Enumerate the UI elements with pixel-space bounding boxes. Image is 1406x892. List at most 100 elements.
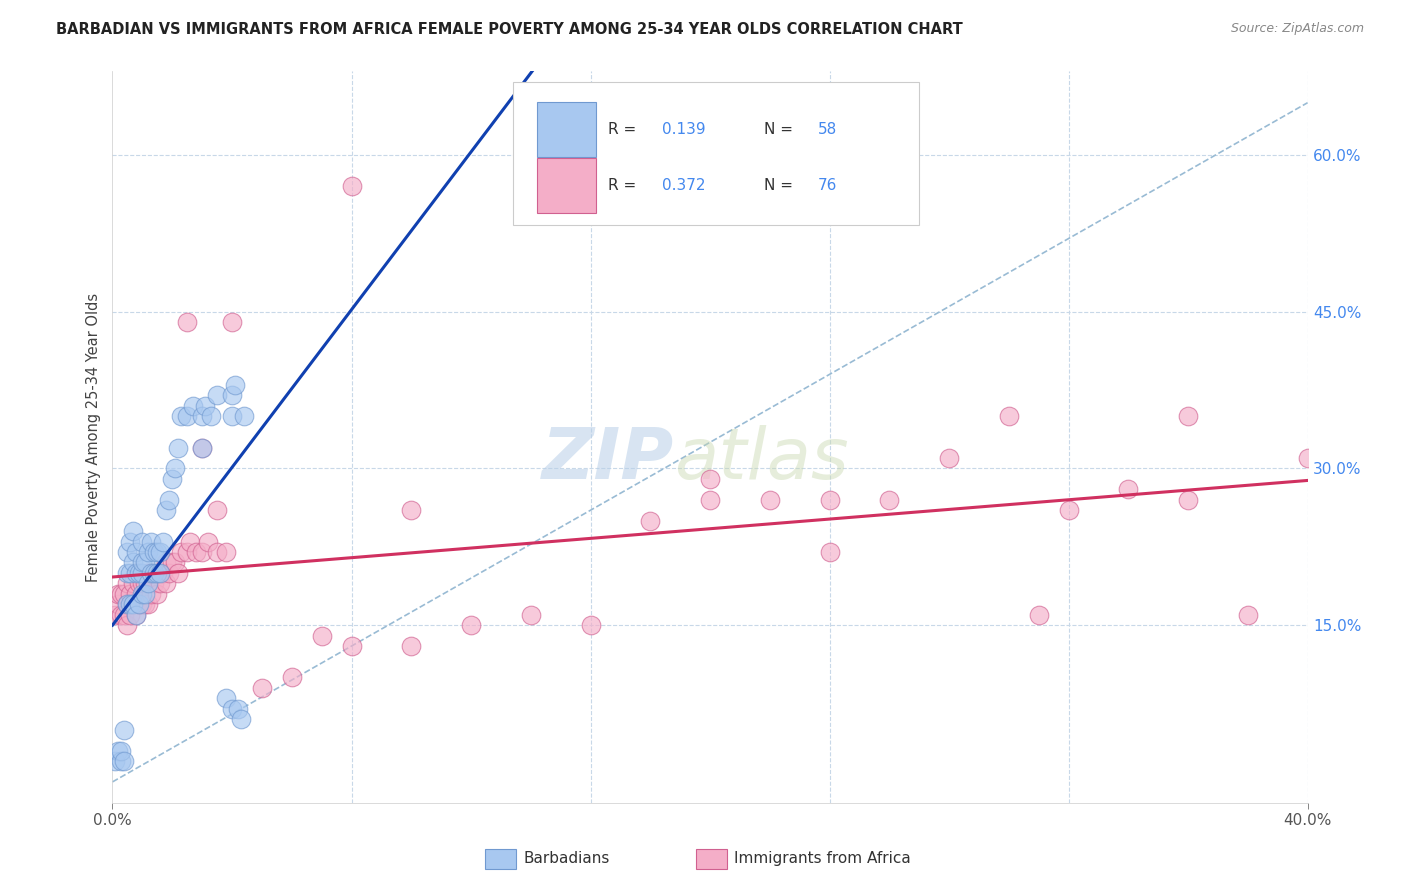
Point	[131, 576, 153, 591]
Point	[191, 441, 214, 455]
Text: atlas: atlas	[675, 425, 849, 493]
Point	[114, 723, 135, 737]
Point	[146, 566, 169, 580]
Point	[167, 441, 190, 455]
Point	[131, 556, 153, 570]
Text: BARBADIAN VS IMMIGRANTS FROM AFRICA FEMALE POVERTY AMONG 25-34 YEAR OLDS CORRELA: BARBADIAN VS IMMIGRANTS FROM AFRICA FEMA…	[56, 22, 963, 37]
Point	[162, 472, 183, 486]
Point	[114, 754, 135, 768]
Point	[143, 576, 166, 591]
Point	[143, 545, 166, 559]
Text: Barbadians: Barbadians	[523, 851, 609, 865]
Point	[125, 545, 148, 559]
Point	[1118, 483, 1140, 497]
Point	[125, 587, 148, 601]
Point	[138, 597, 160, 611]
Point	[699, 492, 721, 507]
Point	[165, 556, 187, 570]
Point	[107, 743, 129, 757]
Point	[128, 566, 150, 580]
Point	[340, 639, 363, 653]
Point	[221, 409, 243, 424]
Y-axis label: Female Poverty Among 25-34 Year Olds: Female Poverty Among 25-34 Year Olds	[86, 293, 101, 582]
Point	[107, 597, 129, 611]
Point	[120, 607, 142, 622]
Point	[155, 556, 177, 570]
Point	[114, 607, 135, 622]
Point	[232, 409, 256, 424]
Point	[215, 545, 238, 559]
Point	[176, 409, 198, 424]
Point	[938, 450, 960, 465]
Point	[1028, 607, 1050, 622]
Point	[110, 587, 132, 601]
Point	[128, 597, 150, 611]
Point	[134, 556, 156, 570]
Point	[162, 556, 183, 570]
Point	[122, 576, 145, 591]
Point	[1237, 607, 1260, 622]
Point	[122, 597, 145, 611]
Point	[110, 754, 132, 768]
Point	[221, 702, 243, 716]
Point	[191, 441, 214, 455]
Point	[125, 607, 148, 622]
Point	[141, 566, 163, 580]
Point	[197, 534, 219, 549]
Point	[520, 607, 543, 622]
Point	[125, 607, 148, 622]
Point	[200, 409, 222, 424]
Point	[165, 461, 187, 475]
Point	[134, 576, 156, 591]
Point	[191, 545, 214, 559]
Point	[125, 566, 148, 580]
Point	[1177, 492, 1199, 507]
Point	[186, 545, 208, 559]
Point	[143, 566, 166, 580]
Point	[340, 179, 363, 194]
Point	[1177, 409, 1199, 424]
Text: Source: ZipAtlas.com: Source: ZipAtlas.com	[1230, 22, 1364, 36]
Point	[157, 566, 180, 580]
Point	[699, 472, 721, 486]
Point	[167, 566, 190, 580]
Text: 0.139: 0.139	[662, 122, 706, 137]
Point	[110, 607, 132, 622]
Point	[155, 576, 177, 591]
Point	[125, 566, 148, 580]
Point	[170, 409, 193, 424]
Point	[149, 545, 172, 559]
Point	[122, 556, 145, 570]
Point	[205, 545, 228, 559]
Text: N =: N =	[763, 178, 797, 193]
Point	[117, 618, 139, 632]
Point	[120, 566, 142, 580]
Point	[149, 566, 172, 580]
Point	[998, 409, 1021, 424]
Text: R =: R =	[609, 178, 641, 193]
Point	[176, 315, 198, 329]
FancyBboxPatch shape	[513, 82, 920, 225]
Text: N =: N =	[763, 122, 797, 137]
Point	[311, 629, 333, 643]
Point	[224, 377, 246, 392]
Text: 58: 58	[818, 122, 837, 137]
Point	[138, 545, 160, 559]
Point	[128, 576, 150, 591]
Point	[122, 597, 145, 611]
Point	[250, 681, 273, 695]
Point	[110, 743, 132, 757]
Point	[141, 534, 163, 549]
Point	[194, 399, 217, 413]
Point	[122, 524, 145, 538]
Point	[131, 597, 153, 611]
Point	[146, 545, 169, 559]
Point	[146, 566, 169, 580]
Point	[215, 691, 238, 706]
Point	[117, 597, 139, 611]
Point	[131, 587, 153, 601]
Point	[152, 566, 174, 580]
Point	[107, 587, 129, 601]
Text: Immigrants from Africa: Immigrants from Africa	[734, 851, 911, 865]
Point	[131, 534, 153, 549]
